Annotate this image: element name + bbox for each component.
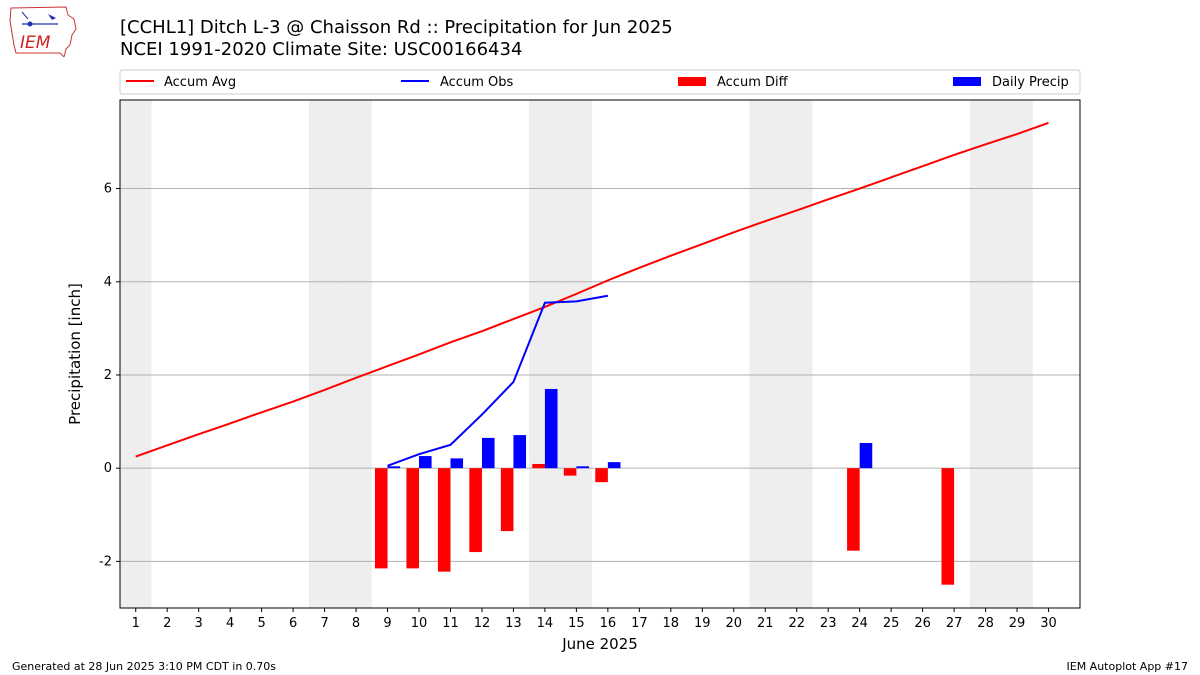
weekend-shade-21: [749, 100, 781, 608]
legend-label-accum-avg: Accum Avg: [164, 75, 236, 90]
x-axis-ticks: 1 2 3 4 5 6 7 8 9 10 11 12 13 14 15 16 17 18 19 20 21 22 23 24 2…: [132, 608, 1057, 631]
x-tick-label: 27: [946, 616, 963, 631]
x-tick-label: 29: [1009, 616, 1026, 631]
x-tick-label: 4: [226, 616, 234, 631]
logo-text: IEM: [20, 33, 51, 53]
accum-diff-bar: [847, 468, 860, 551]
accum-diff-bar: [437, 468, 451, 572]
bar-marks: [374, 388, 955, 585]
y-tick-label: -2: [99, 554, 112, 569]
footer-app: IEM Autoplot App #17: [1066, 660, 1189, 673]
x-tick-label: 10: [411, 616, 428, 631]
x-tick-label: 8: [352, 616, 360, 631]
legend-swatch-daily-precip: [953, 77, 981, 86]
y-tick-label: 6: [104, 182, 112, 197]
x-tick-label: 3: [195, 616, 203, 631]
x-tick-label: 13: [505, 616, 522, 631]
weekend-shade-1: [120, 100, 152, 608]
accum-diff-bar: [563, 468, 577, 476]
daily-precip-bar: [859, 443, 873, 469]
grid-lines: [120, 188, 1080, 562]
y-tick-label: 4: [104, 275, 112, 290]
x-tick-label: 14: [537, 616, 554, 631]
x-axis-label: June 2025: [561, 635, 638, 653]
x-tick-label: 15: [568, 616, 585, 631]
x-tick-label: 6: [289, 616, 297, 631]
daily-precip-bar: [450, 458, 464, 469]
daily-precip-bar: [544, 388, 558, 469]
daily-precip-bar: [387, 466, 401, 469]
y-axis-label: Precipitation [inch]: [66, 283, 84, 425]
chart-title: [CCHL1] Ditch L-3 @ Chaisson Rd :: Preci…: [120, 17, 673, 38]
iem-logo: IEM: [9, 6, 77, 57]
daily-precip-bar: [607, 462, 621, 469]
x-tick-label: 12: [474, 616, 491, 631]
x-tick-label: 19: [694, 616, 711, 631]
x-tick-label: 11: [442, 616, 459, 631]
weekend-shade-15: [560, 100, 593, 608]
accum-diff-bar: [406, 468, 420, 569]
weekend-shade-28: [969, 100, 1002, 608]
accum-diff-bar: [595, 468, 608, 483]
weekend-shading: [120, 100, 1033, 608]
x-tick-label: 18: [663, 616, 680, 631]
accum-diff-bar: [941, 468, 955, 585]
x-tick-label: 24: [851, 616, 868, 631]
legend-label-accum-obs: Accum Obs: [440, 75, 513, 90]
legend-box: [119, 69, 1081, 95]
x-tick-label: 16: [600, 616, 617, 631]
x-tick-label: 1: [132, 616, 140, 631]
x-tick-label: 17: [631, 616, 648, 631]
chart-subtitle: NCEI 1991-2020 Climate Site: USC00166434: [120, 39, 523, 60]
accum-diff-bar: [532, 463, 545, 469]
x-tick-label: 30: [1040, 616, 1057, 631]
daily-precip-bar: [513, 435, 527, 469]
x-tick-label: 7: [320, 616, 328, 631]
daily-precip-bar: [419, 456, 432, 469]
legend-label-daily-precip: Daily Precip: [992, 75, 1069, 90]
accum-diff-bar: [469, 468, 482, 553]
x-tick-label: 22: [788, 616, 805, 631]
weekend-shade-14: [529, 100, 561, 608]
y-tick-label: 0: [104, 461, 112, 476]
x-tick-label: 20: [725, 616, 742, 631]
x-tick-label: 26: [914, 616, 931, 631]
line-marks: [135, 121, 1049, 467]
daily-precip-bar: [576, 466, 589, 469]
x-tick-label: 23: [820, 616, 837, 631]
x-tick-label: 25: [883, 616, 900, 631]
accum-diff-bar: [374, 468, 388, 569]
legend: Accum Avg Accum Obs Accum Diff Daily Pre…: [119, 69, 1081, 95]
accum-diff-bar: [500, 468, 514, 532]
x-tick-label: 2: [163, 616, 171, 631]
y-tick-label: 2: [104, 368, 112, 383]
accum-avg-line: [135, 121, 1049, 458]
weekend-shade-29: [1001, 100, 1033, 608]
x-tick-label: 9: [383, 616, 391, 631]
weekend-shade-22: [780, 100, 813, 608]
weekend-shade-8: [340, 100, 372, 608]
legend-swatch-accum-diff: [678, 77, 706, 86]
x-tick-label: 28: [977, 616, 994, 631]
legend-label-accum-diff: Accum Diff: [717, 75, 789, 90]
iowa-outline: [9, 6, 77, 57]
weekend-shade-7: [308, 100, 341, 608]
accum-obs-line: [387, 294, 609, 467]
plot-area-frame: [119, 99, 1081, 609]
daily-precip-bar: [481, 437, 495, 469]
x-tick-label: 21: [757, 616, 774, 631]
y-axis-ticks: -2 0 2 4 6: [99, 182, 120, 569]
footer-generated: Generated at 28 Jun 2025 3:10 PM CDT in …: [12, 660, 277, 673]
x-tick-label: 5: [257, 616, 265, 631]
